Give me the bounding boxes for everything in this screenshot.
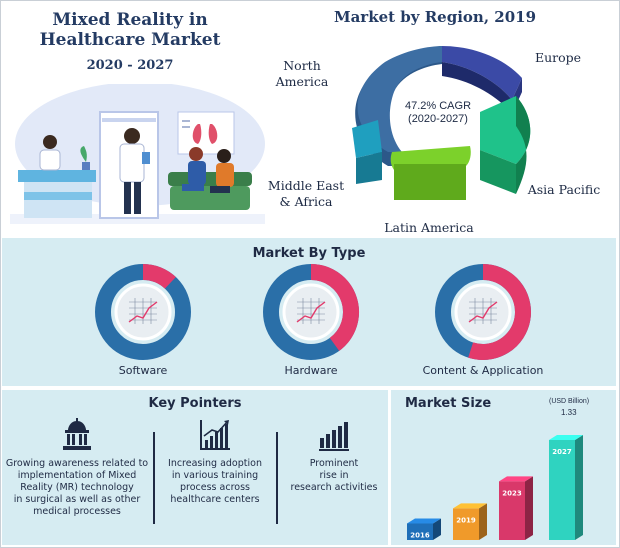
bar-front [549,440,575,540]
type-item-content-application: Content & Application [408,262,558,377]
key-pointer-2: Increasing adoption in various training … [160,418,270,506]
ring-highlight-arc [142,264,176,289]
key-pointer-divider [276,432,278,524]
market-size-title: Market Size [405,396,492,411]
clinic-illustration [10,84,265,224]
title-years: 2020 - 2027 [86,58,174,73]
bar-2023: 2023 [499,476,533,540]
label-latin-america: Latin America [384,220,474,235]
mini-chart-icon [296,298,326,324]
bar-side [525,476,533,540]
bar-2016: 2016 [407,518,441,540]
title-line-2: Healthcare Market [39,30,221,50]
cagr-label: 47.2% CAGR (2020-2027) [388,100,488,126]
bar-front [499,481,525,540]
key-pointer-1: Growing awareness related to implementat… [4,418,150,518]
key-pointers-title: Key Pointers [148,396,242,411]
bar-top [499,476,533,482]
type-item-hardware: Hardware [246,262,376,377]
bar-side [575,435,583,540]
ring-highlight-arc [310,264,359,351]
ring-highlight-arc [468,264,531,360]
bar-side [479,503,487,540]
bar-year-label: 2027 [552,448,572,456]
type-label-content-application: Content & Application [422,364,544,377]
content-application-ring-chart [435,264,531,360]
bar-year-label: 2016 [410,531,430,539]
software-ring-chart [95,264,191,360]
middle-east-segment [352,120,382,158]
market-size-value: 1.33 [561,408,577,417]
type-label-hardware: Hardware [284,364,338,377]
bar-2019: 2019 [453,503,487,540]
label-asia-pacific: Asia Pacific [527,182,601,197]
title-line-1: Mixed Reality in [52,10,208,30]
cagr-period: (2020-2027) [408,113,468,125]
bar-front [407,523,433,540]
bar-top [407,518,441,524]
market-size-section: Market Size (USD Billion) 1.33 2016 2019 2… [391,390,616,545]
label-north-america: North America [275,58,329,89]
market-by-type-title: Market By Type [252,246,366,261]
bar-year-label: 2019 [456,516,476,524]
market-size-bar-chart: 2016 2019 2023 2027 [407,435,583,540]
bar-2027: 2027 [549,435,583,540]
bar-chart-icon [319,422,349,451]
europe-segment [442,46,522,100]
key-pointer-divider [153,432,155,524]
page-title: Mixed Reality in Healthcare Market 2020 … [10,10,250,76]
mini-chart-icon [128,298,158,324]
bar-top [453,503,487,509]
bar-year-label: 2023 [502,489,522,497]
bar-top [549,435,583,440]
type-label-software: Software [118,364,168,377]
bar-front [453,508,479,540]
mini-chart-icon [468,298,498,324]
chart-growth-icon [200,420,230,450]
type-item-software: Software [78,262,208,377]
region-donut-chart [352,46,531,200]
key-pointers-section: Key Pointers Growing awareness related t… [2,390,388,545]
label-europe: Europe [534,50,582,65]
bar-side [433,518,441,540]
capitol-icon [63,418,91,450]
cagr-value: 47.2% CAGR [404,100,472,112]
market-size-unit: (USD Billion) [549,398,590,405]
label-middle-east-africa: Middle East & Africa [267,178,345,209]
region-section-title: Market by Region, 2019 [333,8,537,26]
market-by-type-section: Market By Type Software Hardware [2,238,616,386]
key-pointer-3: Prominent rise in research activities [284,418,384,494]
hardware-ring-chart [263,264,359,360]
